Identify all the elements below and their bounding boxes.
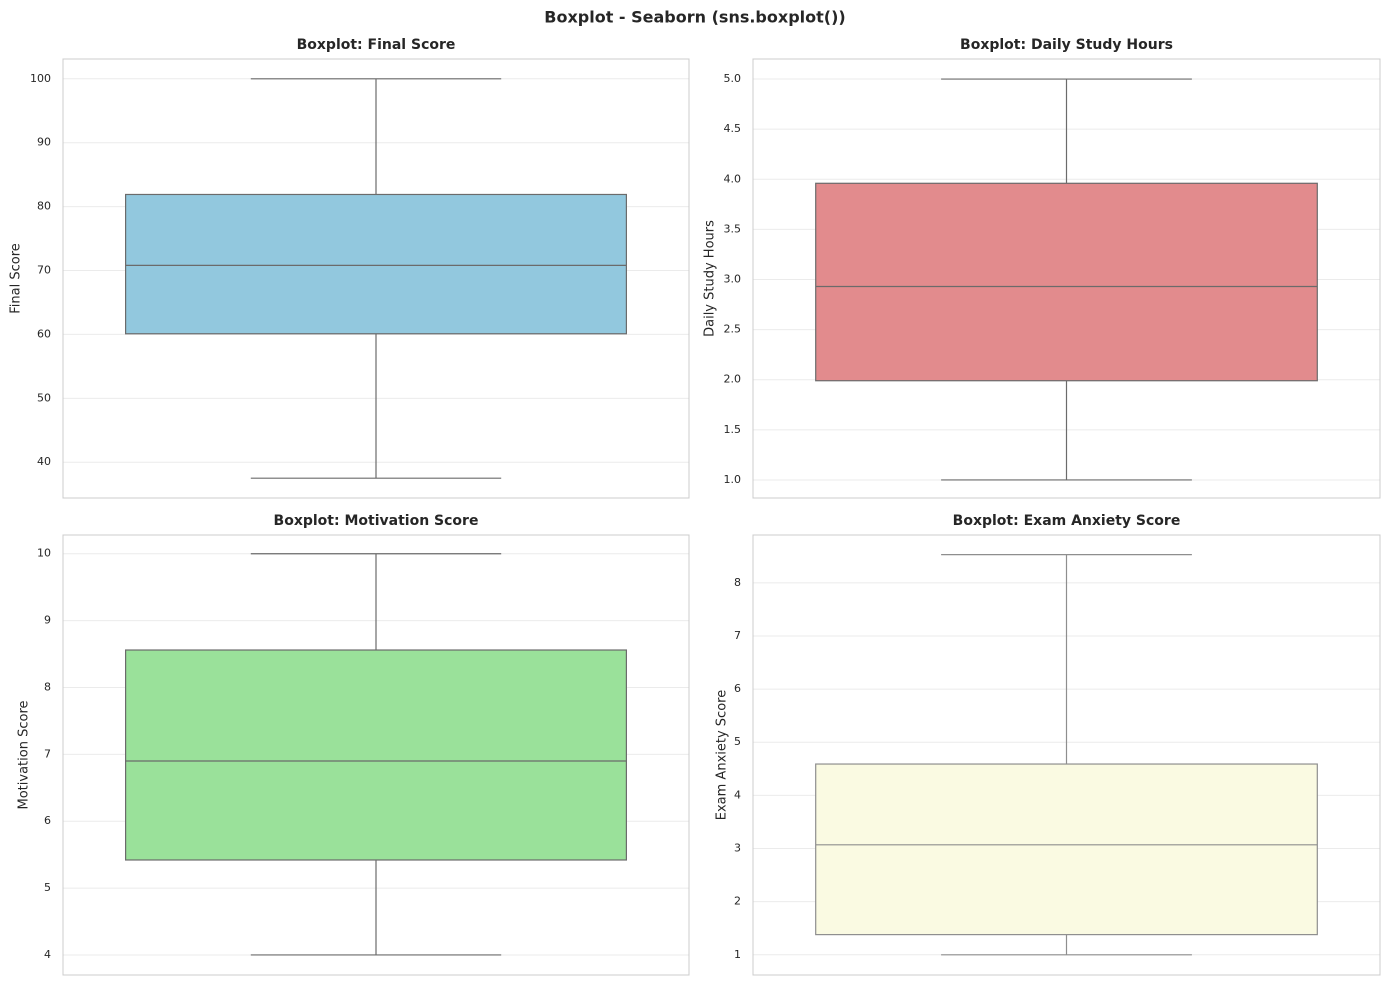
axes-frame xyxy=(752,534,1381,976)
subplot-title: Boxplot: Exam Anxiety Score xyxy=(953,513,1181,529)
y-tick-label: 6 xyxy=(44,814,51,827)
y-tick-label: 9 xyxy=(44,614,51,627)
y-axis-label: Final Score xyxy=(9,243,24,314)
y-tick-label: 2.0 xyxy=(724,373,742,386)
y-axis-label: Daily Study Hours xyxy=(703,220,718,337)
box xyxy=(815,182,1318,382)
figure-title: Boxplot - Seaborn (sns.boxplot()) xyxy=(544,8,845,27)
subplot-title: Boxplot: Daily Study Hours xyxy=(960,37,1173,53)
y-tick-label: 7 xyxy=(734,629,741,642)
y-axis-label: Exam Anxiety Score xyxy=(715,690,730,820)
y-tick-label: 7 xyxy=(44,747,51,760)
y-tick-label: 8 xyxy=(44,680,51,693)
axes-frame xyxy=(752,58,1381,499)
y-tick-label: 4 xyxy=(734,788,741,801)
y-tick-label: 4.5 xyxy=(724,122,742,135)
box xyxy=(124,649,627,861)
y-tick-label: 3.0 xyxy=(724,273,742,286)
axes-frame xyxy=(62,534,690,976)
y-tick-label: 4 xyxy=(44,948,51,961)
y-tick-label: 2.5 xyxy=(724,323,742,336)
y-tick-label: 1.0 xyxy=(724,473,742,486)
y-tick-label: 3.5 xyxy=(724,222,742,235)
y-tick-label: 80 xyxy=(37,200,51,213)
y-tick-label: 5 xyxy=(44,881,51,894)
y-tick-label: 5.0 xyxy=(724,72,742,85)
y-tick-label: 1.5 xyxy=(724,423,742,436)
y-tick-label: 10 xyxy=(37,547,51,560)
y-tick-label: 2 xyxy=(734,895,741,908)
y-tick-label: 90 xyxy=(37,136,51,149)
axes-frame xyxy=(62,58,690,499)
y-tick-label: 5 xyxy=(734,735,741,748)
y-tick-label: 70 xyxy=(37,264,51,277)
y-tick-label: 100 xyxy=(30,72,51,85)
y-tick-label: 60 xyxy=(37,327,51,340)
y-tick-label: 6 xyxy=(734,682,741,695)
y-axis-label: Motivation Score xyxy=(17,701,32,810)
y-tick-label: 8 xyxy=(734,576,741,589)
box xyxy=(815,763,1318,936)
y-tick-label: 40 xyxy=(37,455,51,468)
y-tick-label: 4.0 xyxy=(724,172,742,185)
subplot-title: Boxplot: Final Score xyxy=(297,37,456,53)
y-tick-label: 50 xyxy=(37,391,51,404)
y-tick-label: 1 xyxy=(734,948,741,961)
y-tick-label: 3 xyxy=(734,842,741,855)
subplot-title: Boxplot: Motivation Score xyxy=(274,513,479,529)
box xyxy=(124,193,627,335)
